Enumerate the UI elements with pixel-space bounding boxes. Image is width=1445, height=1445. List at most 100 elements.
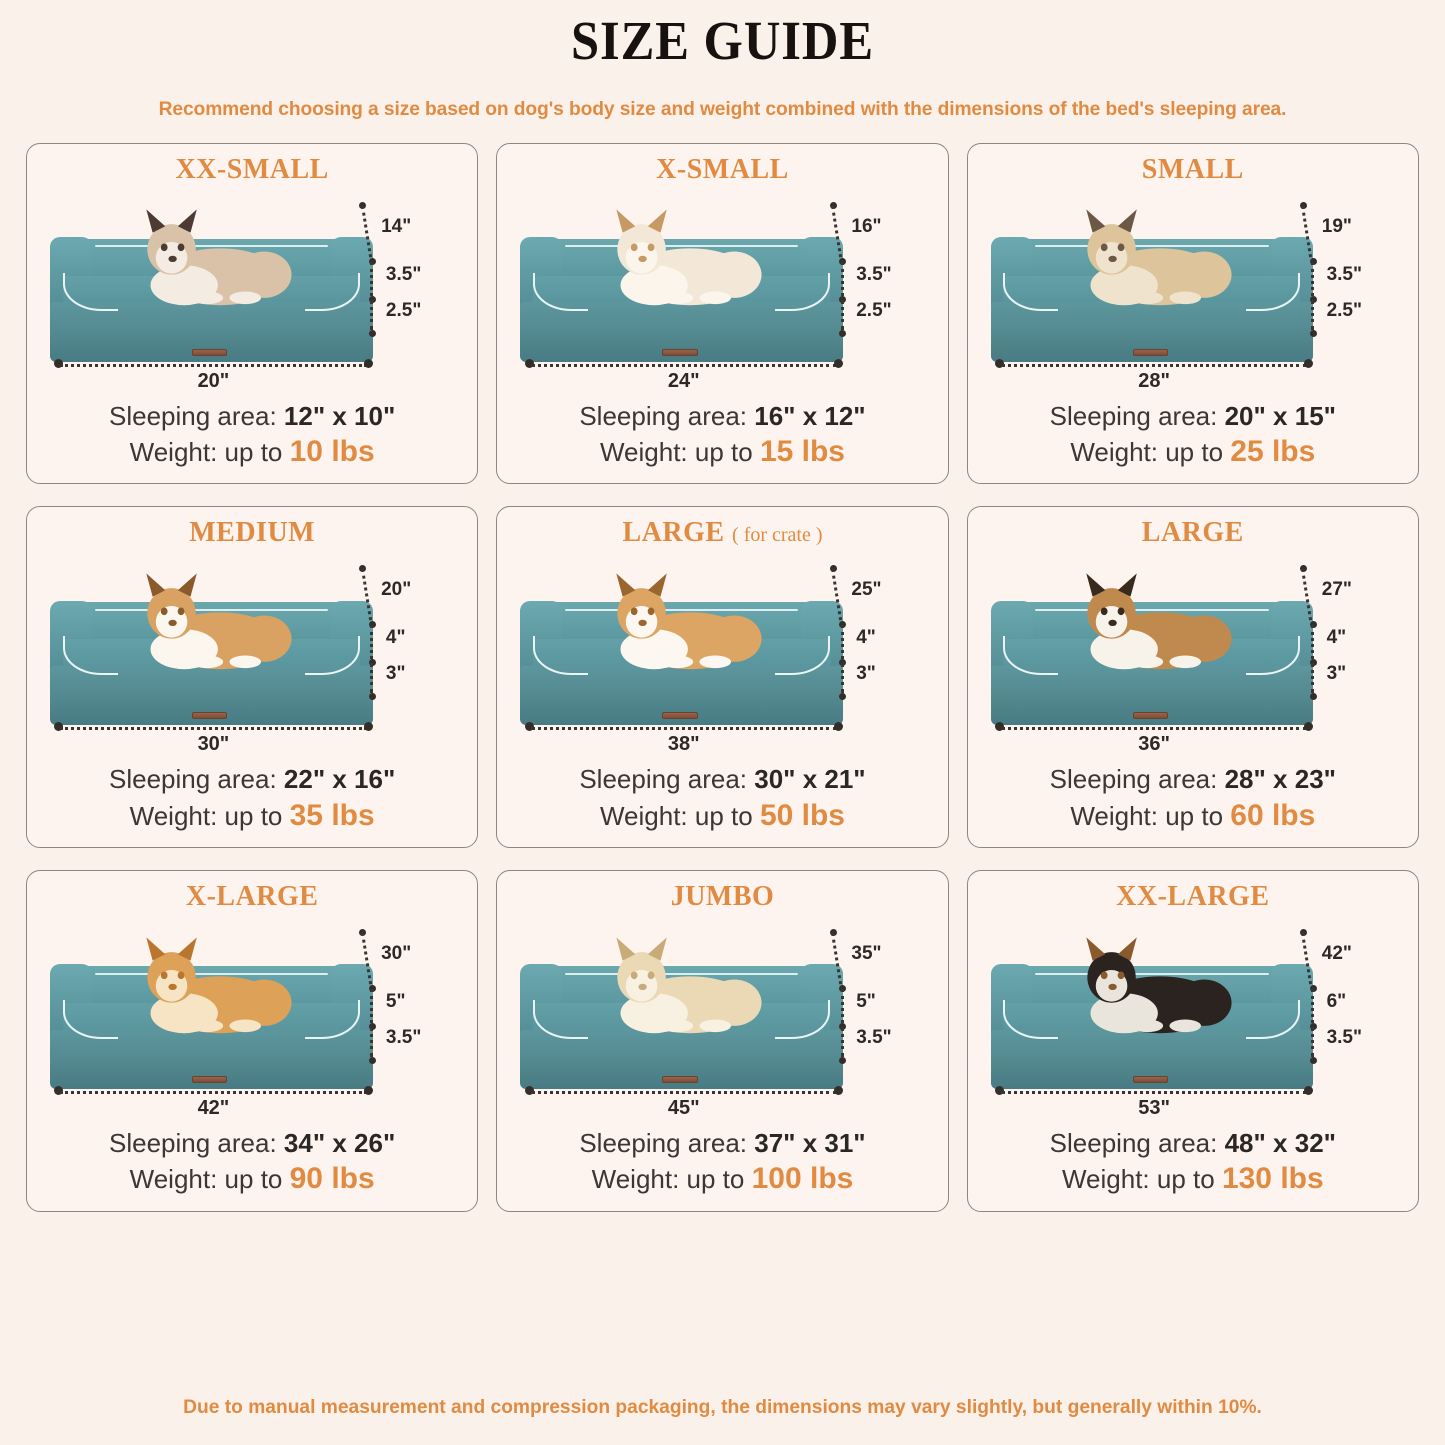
size-card-title-text: XX-SMALL	[175, 153, 329, 185]
dimension-endpoint-dot	[1300, 929, 1308, 937]
bed-base	[520, 302, 843, 362]
weight-value: 35 lbs	[289, 798, 375, 832]
size-card-specs: Sleeping area: 28" x 23" Weight: up to 6…	[978, 763, 1408, 835]
dimension-base-height: 3.5"	[385, 1027, 422, 1049]
brand-leather-tag	[1132, 1076, 1169, 1084]
dimension-endpoint-dot	[1309, 621, 1317, 629]
dimension-endpoint-dot	[1309, 295, 1317, 303]
dog-bed-graphic	[990, 209, 1314, 362]
weight-line: Weight: up to 15 lbs	[507, 433, 937, 471]
bed-illustration: 16" 3.5" 2.5" 24"	[507, 188, 937, 396]
dimension-endpoint-dot	[829, 929, 837, 937]
sleeping-area-line: Sleeping area: 12" x 10"	[37, 400, 467, 433]
sleeping-area-line: Sleeping area: 28" x 23"	[978, 763, 1408, 796]
brand-leather-tag	[662, 1076, 698, 1084]
bed-piping-top	[1035, 245, 1269, 248]
dimension-mid-height: 5"	[856, 991, 876, 1013]
dimension-endpoint-dot	[54, 1086, 64, 1096]
weight-value: 15 lbs	[759, 435, 845, 469]
dog-bed-graphic	[520, 937, 843, 1090]
dimension-endpoint-dot	[833, 358, 843, 368]
sleeping-area-line: Sleeping area: 34" x 26"	[37, 1127, 467, 1160]
sleeping-area-label: Sleeping area:	[1049, 764, 1225, 795]
dimension-dotted-line	[830, 568, 843, 621]
dimension-dotted-line	[60, 727, 367, 731]
bed-piping-left	[62, 1000, 118, 1039]
dimension-base-height: 2.5"	[385, 299, 422, 321]
bed-illustration: 27" 4" 3" 36"	[978, 551, 1408, 759]
sleeping-area-line: Sleeping area: 37" x 31"	[507, 1127, 937, 1160]
dimension-total-height: 42"	[1321, 943, 1352, 965]
bed-base	[520, 666, 843, 726]
dimension-endpoint-dot	[369, 1057, 377, 1065]
dog-bed-graphic	[520, 209, 843, 362]
size-card-title-text: LARGE	[1141, 517, 1244, 549]
weight-label: Weight: up to	[129, 800, 290, 831]
bed-piping-left	[533, 636, 588, 675]
bed-piping-top	[1035, 972, 1269, 975]
size-card: JUMBO	[496, 870, 949, 1212]
weight-line: Weight: up to 25 lbs	[978, 433, 1408, 471]
dimension-mid-height: 3.5"	[856, 263, 892, 285]
size-card: X-LARGE	[26, 870, 479, 1212]
dog-bed-graphic	[49, 573, 373, 726]
bed-illustration: 25" 4" 3" 38"	[507, 551, 937, 759]
dimension-total-height: 16"	[851, 215, 882, 237]
sleeping-area-line: Sleeping area: 20" x 15"	[978, 400, 1408, 433]
dimension-dotted-line	[840, 1027, 844, 1058]
weight-value: 130 lbs	[1221, 1162, 1324, 1196]
dog-bed-graphic	[990, 573, 1314, 726]
size-card-specs: Sleeping area: 48" x 32" Weight: up to 1…	[978, 1127, 1408, 1199]
dimension-dotted-line	[840, 625, 844, 660]
dimension-endpoint-dot	[1304, 1086, 1314, 1096]
horizontal-dimension: 28"	[994, 358, 1314, 392]
size-card-specs: Sleeping area: 34" x 26" Weight: up to 9…	[37, 1127, 467, 1199]
dimension-endpoint-dot	[839, 693, 847, 701]
size-card: LARGE ( for crate )	[496, 506, 949, 849]
horizontal-dimension: 53"	[994, 1085, 1314, 1119]
bed-illustration: 14" 3.5" 2.5" 20"	[37, 188, 467, 396]
dimension-dotted-line	[840, 299, 844, 330]
dimension-dotted-line	[60, 1091, 367, 1095]
dimension-endpoint-dot	[359, 929, 367, 937]
dimension-dotted-line	[370, 625, 374, 660]
dimension-dotted-line	[370, 663, 374, 694]
weight-value: 60 lbs	[1230, 798, 1316, 832]
dimension-dotted-line	[1310, 1027, 1314, 1058]
sleeping-area-value: 28" x 23"	[1224, 764, 1336, 795]
dimension-endpoint-dot	[524, 1086, 534, 1096]
bed-piping-left	[1003, 636, 1059, 675]
page-title: SIZE GUIDE	[570, 10, 875, 71]
dimension-endpoint-dot	[839, 621, 847, 629]
size-card-title-text: X-LARGE	[185, 881, 319, 913]
brand-leather-tag	[191, 712, 228, 720]
dimension-dotted-line	[370, 299, 374, 330]
dimension-endpoint-dot	[369, 329, 377, 337]
bed-illustration: 20" 4" 3" 30"	[37, 551, 467, 759]
dimension-endpoint-dot	[1309, 985, 1317, 993]
dimension-dotted-line	[360, 932, 372, 985]
dimension-total-height: 27"	[1321, 579, 1352, 601]
horizontal-dimension: 30"	[54, 721, 373, 755]
dimension-dotted-line	[370, 1027, 374, 1058]
dog-bed-graphic	[49, 937, 373, 1090]
dimension-endpoint-dot	[839, 1057, 847, 1065]
dimension-endpoint-dot	[363, 1086, 373, 1096]
bed-base	[49, 302, 373, 362]
dimension-dotted-line	[840, 989, 844, 1024]
page-subtitle: Recommend choosing a size based on dog's…	[158, 97, 1287, 120]
bed-piping-top	[565, 972, 799, 975]
dimension-dotted-line	[1310, 663, 1314, 694]
dimension-endpoint-dot	[839, 659, 847, 667]
dimension-total-height: 14"	[381, 215, 412, 237]
dimension-endpoint-dot	[839, 329, 847, 337]
weight-label: Weight: up to	[1070, 800, 1231, 831]
size-card: LARGE	[966, 506, 1419, 849]
sleeping-area-value: 30" x 21"	[754, 764, 866, 795]
dimension-endpoint-dot	[829, 565, 837, 573]
size-card: XX-SMALL	[26, 142, 479, 485]
dimension-endpoint-dot	[833, 722, 843, 732]
dimension-base-height: 3"	[856, 663, 876, 685]
size-card-title-text: SMALL	[1141, 153, 1244, 185]
sleeping-area-value: 34" x 26"	[283, 1128, 396, 1159]
